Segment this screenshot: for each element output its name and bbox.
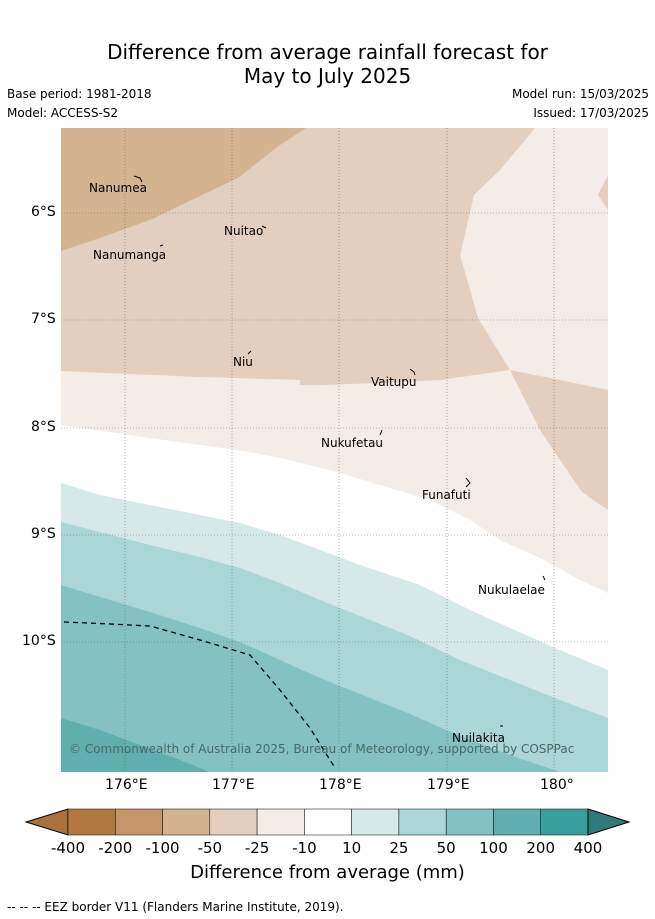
colorbar-tick-label: -400 xyxy=(50,839,86,857)
colorbar-swatch xyxy=(256,808,305,836)
lat-label-10s: 10°S xyxy=(22,633,56,649)
rainfall-contours xyxy=(61,128,608,772)
colorbar-swatch xyxy=(209,808,258,836)
title-line-2: May to July 2025 xyxy=(243,64,412,88)
colorbar-tick-label: -50 xyxy=(197,839,223,857)
contour-band-plus50 xyxy=(61,585,560,772)
colorbar-extend-high xyxy=(587,808,631,836)
lon-label-177e: 177°E xyxy=(212,777,255,793)
lat-label-8s: 8°S xyxy=(31,419,56,435)
colorbar-swatch xyxy=(493,808,541,836)
lat-label-6s: 6°S xyxy=(31,204,56,220)
place-nuitao: Nuitao xyxy=(224,224,264,238)
colorbar-swatch xyxy=(67,808,116,836)
colorbar-swatch xyxy=(351,808,400,836)
place-vaitupu: Vaitupu xyxy=(371,375,417,389)
lon-label-179e: 179°E xyxy=(427,777,470,793)
colorbar-tick-label: 400 xyxy=(573,839,603,857)
colorbar-tick-label: 100 xyxy=(479,839,508,857)
title-line-1: Difference from average rainfall forecas… xyxy=(107,40,548,64)
place-nanumea: Nanumea xyxy=(89,181,147,195)
colorbar-tick-label: -10 xyxy=(292,839,317,857)
colorbar-tick-label: -100 xyxy=(145,839,180,857)
colorbar-title: Difference from average (mm) xyxy=(190,862,465,883)
contour-band-plus100 xyxy=(61,718,210,772)
model-run-date: Model run: 15/03/2025 xyxy=(511,87,649,101)
colorbar-tick-label: 50 xyxy=(436,839,456,857)
place-nukufetau: Nukufetau xyxy=(321,436,384,450)
colorbar-tick-label: -200 xyxy=(98,839,133,857)
colorbar-swatch xyxy=(540,808,589,836)
place-nuilakita: Nuilakita xyxy=(452,731,505,745)
colorbar-swatch xyxy=(445,808,494,836)
colorbar-extend-low xyxy=(24,808,69,836)
place-nukulaelae: Nukulaelae xyxy=(478,583,545,597)
graticule xyxy=(61,128,608,772)
colorbar-swatch xyxy=(398,808,447,836)
colorbar-tick-label: 200 xyxy=(526,839,556,857)
eez-footnote: -- -- -- EEZ border V11 (Flanders Marine… xyxy=(7,900,344,914)
contour-band-minus50 xyxy=(61,128,306,251)
base-period: Base period: 1981-2018 xyxy=(7,87,152,101)
colorbar-swatch xyxy=(115,808,163,836)
eez-border xyxy=(63,621,336,769)
colorbar-swatch xyxy=(162,808,211,836)
colorbar-tick-label: 25 xyxy=(389,839,409,857)
colorbar-tick-label: 10 xyxy=(342,839,362,857)
colorbar xyxy=(24,808,631,836)
chart-title: Difference from average rainfall forecas… xyxy=(0,40,655,88)
colorbar-ticks: -400 -200 -100 -50 -25 -10 10 25 50 100 200 400 xyxy=(0,839,655,859)
contour-band-minus25-east xyxy=(460,128,608,390)
place-funafuti: Funafuti xyxy=(422,488,471,502)
colorbar-tick-label: -25 xyxy=(244,839,270,857)
issued-date: Issued: 17/03/2025 xyxy=(533,106,649,120)
lon-label-176e: 176°E xyxy=(105,777,148,793)
lat-label-7s: 7°S xyxy=(31,311,56,327)
contour-band-minus25-b xyxy=(300,128,535,385)
lon-label-180: 180° xyxy=(540,777,574,793)
colorbar-swatch xyxy=(304,808,352,836)
place-niu: Niu xyxy=(233,355,253,369)
lon-label-178e: 178°E xyxy=(319,777,362,793)
model-name: Model: ACCESS-S2 xyxy=(7,106,119,120)
place-nanumanga: Nanumanga xyxy=(93,248,167,262)
islands xyxy=(133,175,546,727)
lat-label-9s: 9°S xyxy=(31,526,56,542)
copyright-notice: © Commonwealth of Australia 2025, Bureau… xyxy=(69,742,575,756)
